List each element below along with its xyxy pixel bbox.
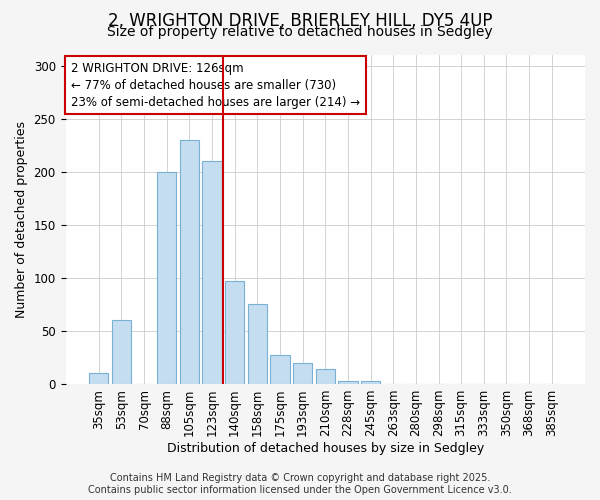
Y-axis label: Number of detached properties: Number of detached properties <box>15 121 28 318</box>
Text: Size of property relative to detached houses in Sedgley: Size of property relative to detached ho… <box>107 25 493 39</box>
X-axis label: Distribution of detached houses by size in Sedgley: Distribution of detached houses by size … <box>167 442 484 455</box>
Text: 2 WRIGHTON DRIVE: 126sqm
← 77% of detached houses are smaller (730)
23% of semi-: 2 WRIGHTON DRIVE: 126sqm ← 77% of detach… <box>71 62 360 108</box>
Text: Contains HM Land Registry data © Crown copyright and database right 2025.
Contai: Contains HM Land Registry data © Crown c… <box>88 474 512 495</box>
Bar <box>316 369 335 384</box>
Text: 2, WRIGHTON DRIVE, BRIERLEY HILL, DY5 4UP: 2, WRIGHTON DRIVE, BRIERLEY HILL, DY5 4U… <box>108 12 492 30</box>
Bar <box>112 320 131 384</box>
Bar <box>248 304 267 384</box>
Bar <box>293 363 312 384</box>
Bar <box>361 381 380 384</box>
Bar <box>180 140 199 384</box>
Bar <box>89 374 109 384</box>
Bar <box>225 281 244 384</box>
Bar <box>202 161 221 384</box>
Bar <box>271 356 290 384</box>
Bar <box>338 381 358 384</box>
Bar <box>157 172 176 384</box>
